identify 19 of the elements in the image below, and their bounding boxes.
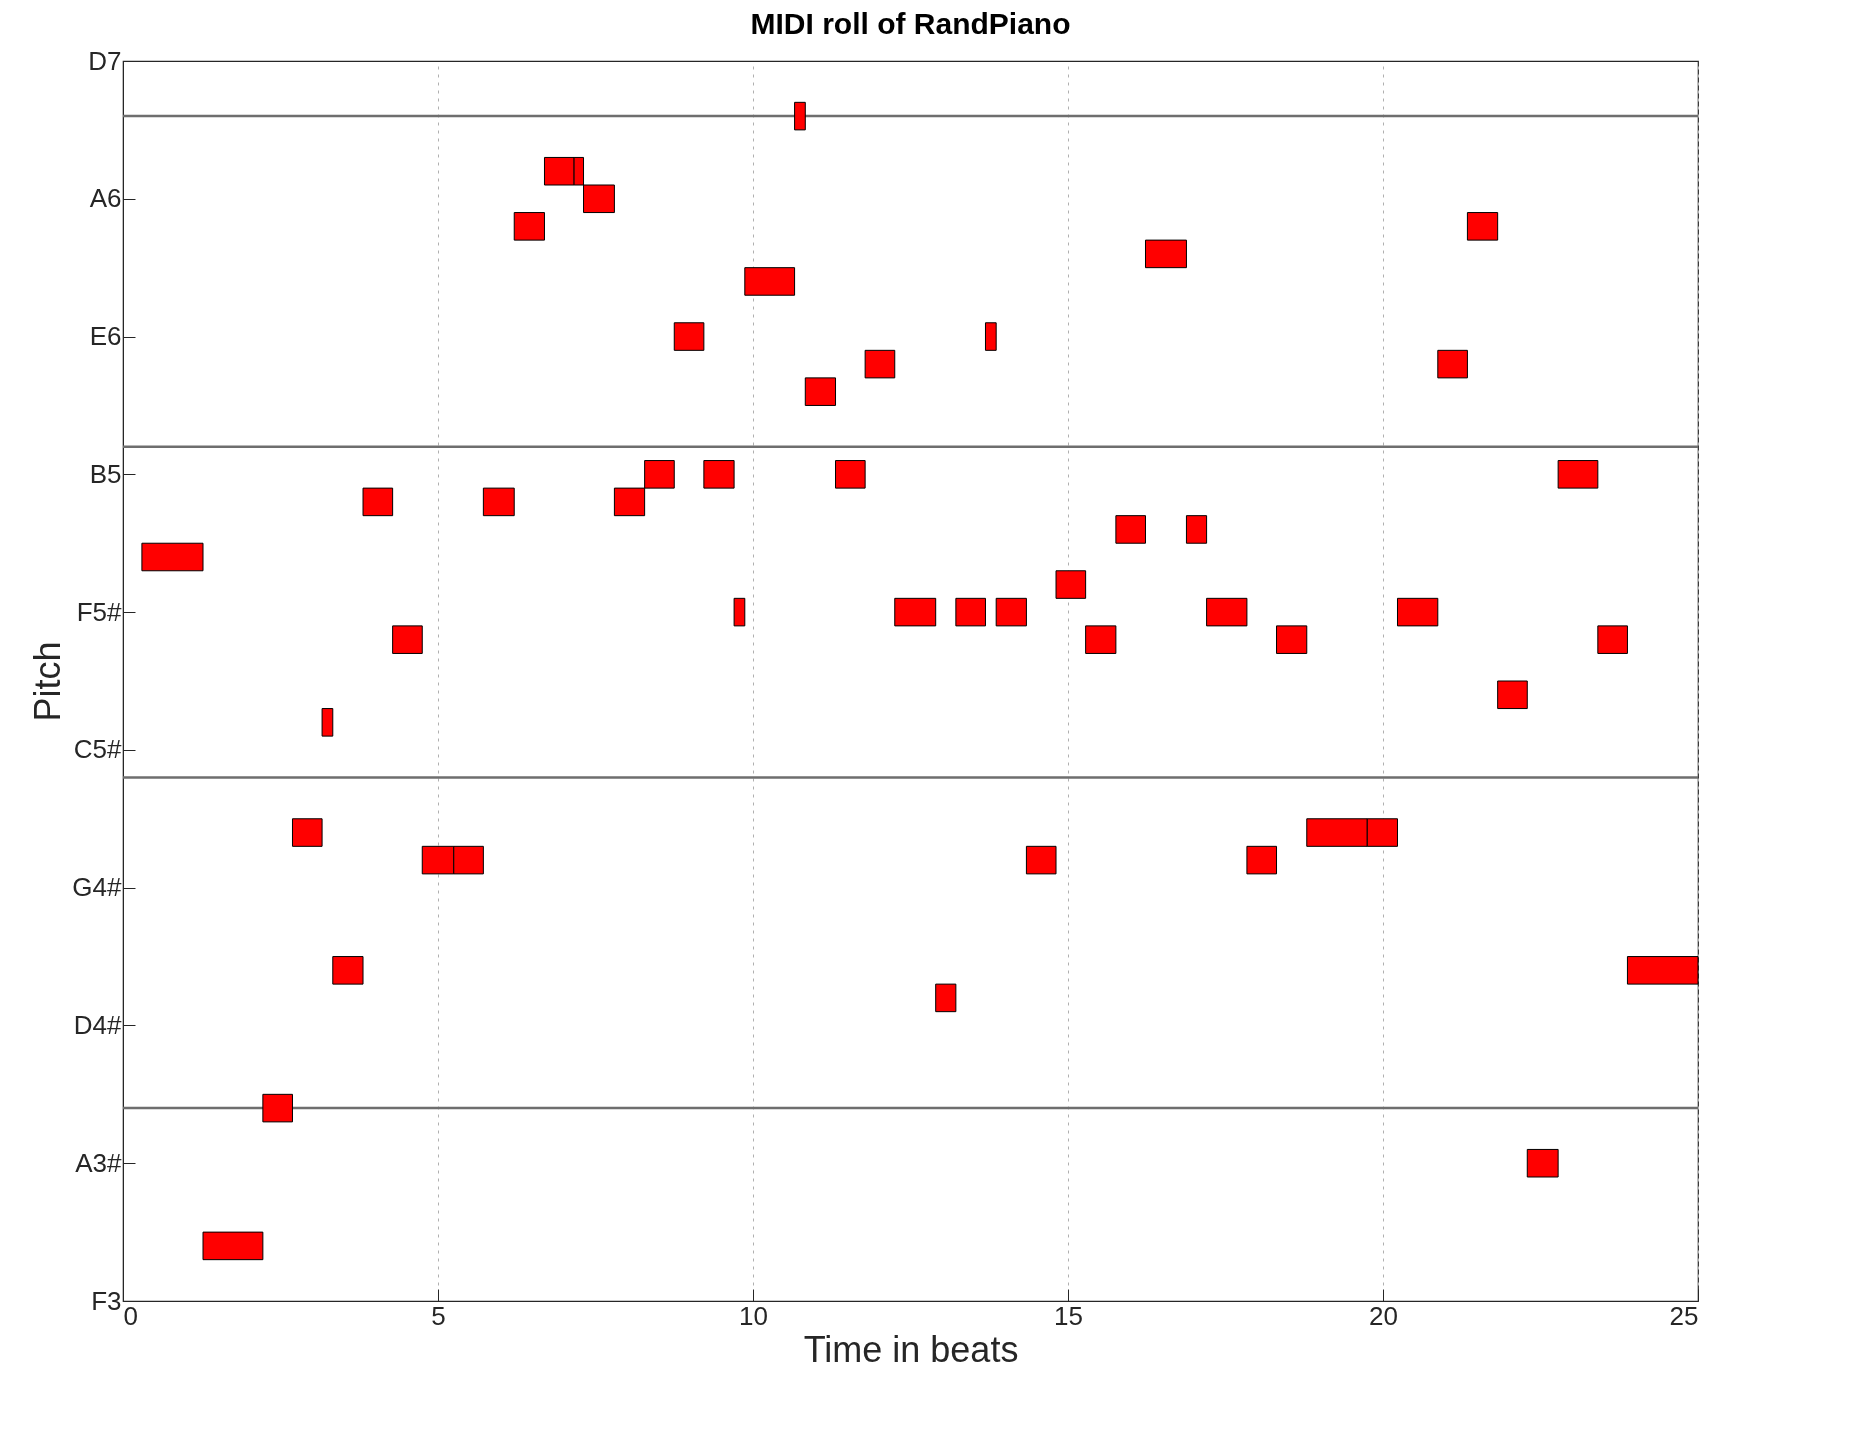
y-tick-label: A3# [75, 1147, 123, 1178]
y-tick-label: D4# [73, 1009, 123, 1040]
y-tick-label: F5# [76, 596, 123, 627]
y-tick-label: D7 [88, 45, 122, 76]
y-tick-label: C5# [73, 734, 123, 765]
chart-title: MIDI roll of RandPiano [750, 7, 1071, 40]
x-tick-label: 25 [1669, 1300, 1699, 1331]
y-tick-label: E6 [89, 321, 122, 352]
x-tick-label: 20 [1369, 1300, 1398, 1331]
y-tick-label: A6 [89, 183, 122, 214]
x-tick-label: 10 [739, 1300, 768, 1331]
x-tick-label: 15 [1054, 1300, 1083, 1331]
x-axis-title: Time in beats [803, 1328, 1019, 1370]
y-tick-label: F3 [91, 1285, 122, 1316]
y-tick-label: G4# [72, 872, 123, 903]
x-tick-label: 5 [431, 1300, 446, 1331]
x-tick-label: 0 [123, 1300, 138, 1331]
y-axis-title: Pitch [27, 641, 69, 722]
y-tick-label: B5 [89, 458, 122, 489]
